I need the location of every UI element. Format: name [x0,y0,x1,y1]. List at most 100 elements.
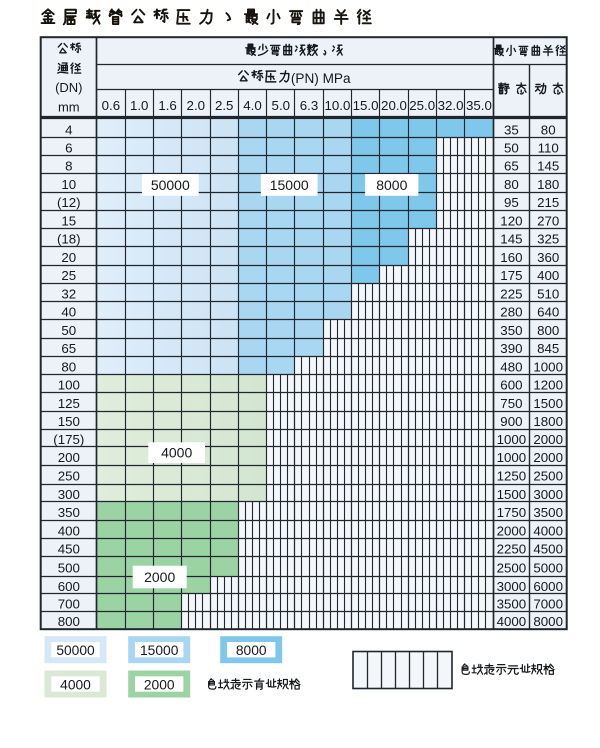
svg-text:1000: 1000 [497,432,527,447]
svg-text:390: 390 [500,341,522,356]
svg-text:50000: 50000 [56,643,95,658]
svg-text:250: 250 [58,469,80,484]
svg-text:800: 800 [537,323,559,338]
svg-text:15000: 15000 [270,177,309,193]
svg-text:2250: 2250 [497,542,527,557]
svg-text:(PN) MPa: (PN) MPa [291,71,351,86]
svg-text:145: 145 [537,159,559,174]
svg-text:4000: 4000 [497,614,527,629]
svg-text:845: 845 [537,341,559,356]
svg-text:900: 900 [500,414,522,429]
svg-text:750: 750 [500,396,522,411]
svg-text:65: 65 [61,341,76,356]
svg-text:100: 100 [58,377,80,392]
svg-text:215: 215 [537,195,559,210]
svg-text:0.6: 0.6 [102,98,121,113]
svg-text:10: 10 [61,177,76,192]
svg-text:50: 50 [504,141,519,156]
svg-text:175: 175 [500,268,522,283]
svg-text:1500: 1500 [533,396,563,411]
svg-text:400: 400 [58,524,80,539]
svg-text:1250: 1250 [497,469,527,484]
svg-text:160: 160 [500,250,522,265]
svg-text:4.0: 4.0 [243,98,262,113]
svg-text:3500: 3500 [533,505,563,520]
svg-text:6: 6 [65,141,72,156]
svg-text:2000: 2000 [144,677,175,692]
svg-text:2500: 2500 [533,469,563,484]
svg-text:25.0: 25.0 [409,98,435,113]
svg-text:270: 270 [537,213,559,228]
svg-text:2000: 2000 [144,569,175,585]
svg-text:1500: 1500 [497,487,527,502]
svg-text:1000: 1000 [533,359,563,374]
svg-text:480: 480 [500,359,522,374]
svg-text:32: 32 [61,286,76,301]
svg-text:4000: 4000 [161,445,192,461]
svg-text:4000: 4000 [60,677,91,692]
svg-text:2000: 2000 [533,432,563,447]
svg-text:(DN): (DN) [55,80,82,95]
svg-text:325: 325 [537,232,559,247]
svg-text:1000: 1000 [497,450,527,465]
svg-text:3000: 3000 [533,487,563,502]
svg-text:65: 65 [504,159,519,174]
svg-text:4000: 4000 [533,524,563,539]
svg-text:2.5: 2.5 [215,98,234,113]
svg-text:110: 110 [538,141,559,156]
svg-text:180: 180 [537,177,559,192]
svg-text:10.0: 10.0 [324,98,350,113]
svg-text:2000: 2000 [533,450,563,465]
svg-text:600: 600 [58,579,80,594]
svg-text:500: 500 [58,560,80,575]
svg-text:1.6: 1.6 [158,98,177,113]
svg-text:800: 800 [58,614,80,629]
svg-text:(175): (175) [53,432,84,447]
svg-text:25: 25 [61,268,76,283]
svg-text:35.0: 35.0 [466,98,492,113]
svg-text:700: 700 [58,597,80,612]
svg-text:600: 600 [500,377,522,392]
svg-text:80: 80 [541,122,556,137]
svg-text:20: 20 [61,250,76,265]
svg-text:145: 145 [500,232,522,247]
svg-text:15000: 15000 [140,643,179,658]
svg-text:6000: 6000 [533,579,563,594]
svg-text:350: 350 [58,505,80,520]
svg-text:mm: mm [58,100,80,115]
svg-text:(18): (18) [57,232,81,247]
svg-text:8000: 8000 [376,177,407,193]
svg-text:280: 280 [500,305,522,320]
svg-text:2500: 2500 [497,560,527,575]
svg-text:1750: 1750 [497,505,527,520]
svg-text:150: 150 [58,414,80,429]
svg-text:640: 640 [537,305,559,320]
svg-text:360: 360 [537,250,559,265]
svg-text:8000: 8000 [533,614,563,629]
svg-text:400: 400 [537,268,559,283]
svg-text:80: 80 [504,177,519,192]
svg-text:80: 80 [61,359,76,374]
svg-text:15.0: 15.0 [353,98,379,113]
svg-text:20.0: 20.0 [381,98,407,113]
svg-text:50000: 50000 [151,177,190,193]
svg-text:3500: 3500 [497,597,527,612]
svg-text:5000: 5000 [533,560,563,575]
svg-text:125: 125 [58,396,80,411]
svg-text:1200: 1200 [533,377,563,392]
svg-text:3000: 3000 [497,579,527,594]
svg-text:200: 200 [58,450,80,465]
svg-text:7000: 7000 [533,597,563,612]
svg-text:350: 350 [500,323,522,338]
svg-text:5.0: 5.0 [272,98,291,113]
svg-text:450: 450 [58,542,80,557]
svg-text:95: 95 [504,195,519,210]
svg-text:4: 4 [65,122,72,137]
svg-text:1800: 1800 [533,414,563,429]
svg-text:15: 15 [61,213,76,228]
svg-text:(12): (12) [57,195,81,210]
svg-text:120: 120 [500,213,522,228]
svg-text:510: 510 [537,286,559,301]
svg-text:2.0: 2.0 [187,98,206,113]
svg-text:32.0: 32.0 [438,98,464,113]
